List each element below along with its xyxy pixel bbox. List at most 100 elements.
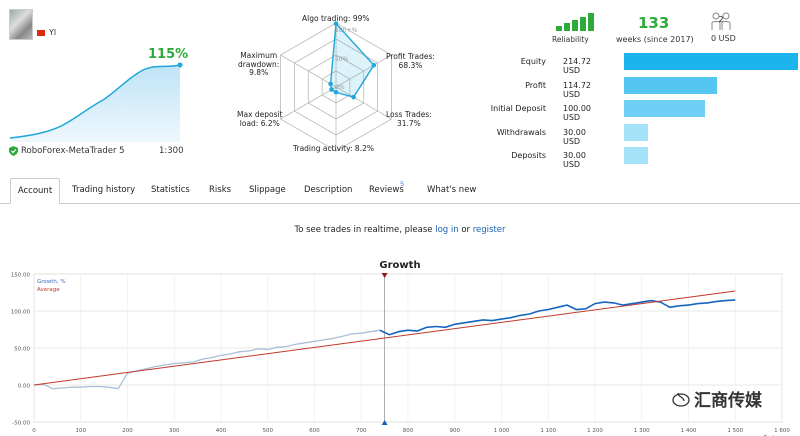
- tab-bar: Account Trading history Statistics Risks…: [0, 178, 800, 204]
- reliability-bars-icon: [556, 13, 594, 31]
- x-tick-label: 1 000: [494, 428, 510, 434]
- subscribers-count: 2: [718, 15, 723, 24]
- shield-icon: [9, 146, 18, 156]
- legend-average: Average: [37, 287, 60, 293]
- account-name[interactable]: Yl: [49, 28, 57, 37]
- country-flag-icon: [37, 30, 45, 36]
- x-tick-label: 1 100: [540, 428, 556, 434]
- radar-label-activity: Trading activity: 8.2%: [293, 144, 374, 153]
- radar-spoke: [280, 54, 337, 88]
- tab-statistics[interactable]: Statistics: [151, 185, 190, 195]
- x-tick-label: 400: [216, 428, 227, 434]
- register-link[interactable]: register: [472, 225, 506, 235]
- broker-server[interactable]: RoboForex-MetaTrader 5: [9, 146, 125, 156]
- growth-series-past: [33, 329, 381, 390]
- equity-name: Deposits: [511, 151, 546, 160]
- watermark-text: 汇商传媒: [694, 391, 762, 411]
- watermark: 汇商传媒: [672, 386, 762, 411]
- equity-value: 30.00 USD: [563, 127, 586, 146]
- equity-bar-profit: [624, 76, 717, 94]
- tab-description[interactable]: Description: [304, 185, 353, 195]
- growth-series-line: [379, 299, 736, 336]
- x-tick-label: 700: [356, 428, 367, 434]
- x-tick-label: 1 500: [727, 428, 743, 434]
- weeks-label: weeks (since 2017): [616, 35, 694, 44]
- avatar[interactable]: [9, 9, 33, 40]
- realtime-or: or: [461, 225, 471, 235]
- realtime-text: To see trades in realtime, please: [294, 225, 433, 235]
- mini-growth-chart: [9, 62, 183, 142]
- x-tick-label: 500: [263, 428, 274, 434]
- legend-growth: Growth, %: [37, 279, 66, 285]
- equity-value: 30.00 USD: [563, 151, 586, 169]
- radar-ring-label-0: 0%: [335, 84, 345, 91]
- tab-whats-new[interactable]: What's new: [427, 185, 477, 195]
- tab-slippage[interactable]: Slippage: [249, 185, 286, 195]
- subscribers-icon: 2: [711, 12, 731, 30]
- x-tick-label: 300: [169, 428, 180, 434]
- y-tick-label: 0.00: [18, 384, 31, 390]
- subscribers-funds: 0 USD: [711, 34, 736, 43]
- y-tick-label: -50.00: [12, 421, 30, 427]
- growth-percent: 115%: [148, 47, 189, 62]
- reviews-count-badge: 5: [400, 180, 405, 188]
- chart-title: Growth: [379, 260, 421, 271]
- x-tick-label: 200: [122, 428, 133, 434]
- x-tick-label: 0: [32, 428, 36, 434]
- tab-trading-history[interactable]: Trading history: [72, 185, 136, 195]
- x-tick-label: 900: [450, 428, 461, 434]
- x-tick-label: 1 400: [681, 428, 697, 434]
- radar-ring-label-50: 50%: [335, 56, 349, 63]
- radar-point-drawdown: [328, 81, 333, 87]
- radar-label-algo: Algo trading: 99%: [302, 14, 370, 23]
- x-tick-label: 100: [76, 428, 87, 434]
- equity-bar-deposits: [624, 147, 649, 164]
- radar-chart: Algo trading: 99% Profit Trades: 68.3% Lo…: [230, 10, 470, 160]
- equity-value: 214.72 USD: [563, 57, 591, 75]
- reliability-label: Reliability: [552, 35, 589, 44]
- x-tick-label: 1 600: [774, 428, 790, 434]
- cursor-marker-top: [381, 273, 388, 278]
- average-series-line: [33, 290, 736, 386]
- watermark-logo-icon: [672, 392, 690, 407]
- radar-spoke: [335, 54, 392, 88]
- equity-bar-withdrawals: [624, 123, 649, 141]
- radar-label-loss: Loss Trades: 31.7%: [386, 110, 432, 128]
- radar-point-profit: [371, 62, 377, 68]
- equity-value: 114.72 USD: [563, 80, 591, 99]
- equity-bar-equity: [624, 53, 798, 70]
- radar-point-loss: [351, 94, 356, 100]
- radar-label-drawdown: Maximum drawdown: 9.8%: [238, 51, 280, 78]
- radar-point-activity: [333, 89, 339, 95]
- cursor-marker-bottom: [381, 420, 388, 425]
- radar-spoke: [335, 86, 392, 120]
- login-link[interactable]: log in: [435, 225, 459, 235]
- x-tick-label: 1 300: [634, 428, 650, 434]
- x-tick-label: 600: [309, 428, 320, 434]
- equity-name: Equity: [520, 57, 546, 66]
- x-tick-label: 800: [403, 428, 414, 434]
- radar-spoke: [280, 86, 337, 120]
- weeks-count: 133: [638, 14, 670, 32]
- radar-point-maxdep: [329, 87, 334, 92]
- tab-reviews[interactable]: Reviews: [369, 185, 404, 195]
- equity-value: 100.00 USD: [563, 104, 591, 122]
- equity-name: Initial Deposit: [490, 104, 546, 113]
- radar-label-profit: Profit Trades: 68.3%: [386, 52, 435, 70]
- broker-label: RoboForex-MetaTrader 5: [21, 146, 125, 156]
- y-tick-label: 150.00: [11, 273, 31, 279]
- y-tick-label: 50.00: [14, 347, 30, 353]
- radar-point-algo: [333, 21, 339, 26]
- equity-name: Withdrawals: [496, 127, 546, 137]
- tab-risks[interactable]: Risks: [209, 185, 232, 195]
- y-tick-label: 100.00: [11, 310, 31, 316]
- realtime-notice: To see trades in realtime, please log in…: [0, 225, 800, 235]
- equity-bar-initial-deposit: [624, 100, 706, 117]
- radar-ring-label-100: 100+%: [335, 27, 358, 34]
- radar-label-maxdep: Max deposit load: 6.2%: [237, 110, 283, 128]
- tab-account[interactable]: Account: [10, 178, 60, 204]
- leverage: 1:300: [159, 146, 184, 156]
- equity-name: Profit: [525, 80, 546, 90]
- x-tick-label: 1 200: [587, 428, 603, 434]
- growth-chart[interactable]: 150.00 100.00 50.00 0.00 -50.000 100 200 300 400…: [0, 270, 800, 436]
